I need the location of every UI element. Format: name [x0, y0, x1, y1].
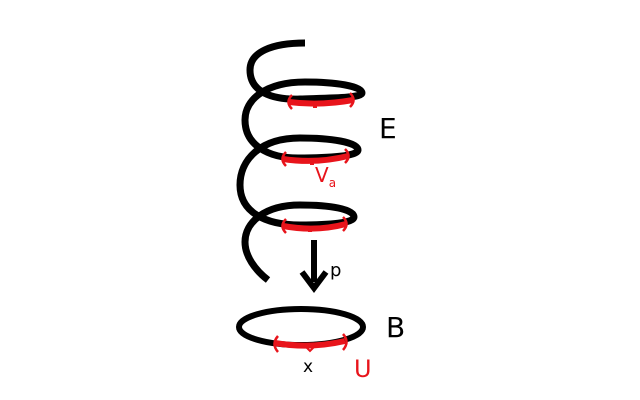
label-point: x — [303, 357, 313, 377]
projection-arrow — [299, 240, 329, 293]
sheet-top — [287, 92, 355, 110]
label-base-space: B — [386, 311, 405, 344]
helix-curve — [236, 39, 366, 283]
label-projection: p — [330, 260, 341, 281]
label-total-space: E — [379, 112, 397, 145]
label-sheet-main: V — [315, 163, 329, 187]
label-neighborhood: U — [354, 355, 372, 383]
neighborhood-arc — [273, 333, 348, 353]
sheet-bottom — [281, 216, 348, 234]
label-sheet: Va — [315, 163, 336, 190]
sheet-middle — [281, 148, 350, 167]
label-sheet-index: a — [329, 176, 336, 190]
